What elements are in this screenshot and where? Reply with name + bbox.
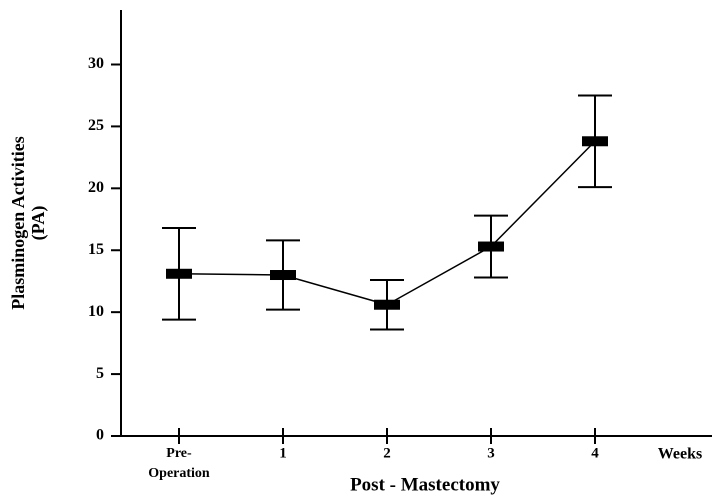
y-tick-label: 5 bbox=[96, 365, 104, 382]
x-tick-label: Pre-Operation bbox=[148, 446, 210, 481]
x-tick-label: 2 bbox=[383, 445, 391, 461]
y-tick-label: 15 bbox=[88, 241, 104, 258]
point-marker bbox=[166, 268, 192, 279]
y-axis-title: Plasminogen Activities(PA) bbox=[8, 136, 49, 310]
x-tick-label: 1 bbox=[279, 445, 287, 461]
y-tick-label: 30 bbox=[88, 55, 104, 72]
x-unit-label: Weeks bbox=[658, 446, 702, 463]
x-tick-label: 3 bbox=[487, 445, 495, 461]
point-marker bbox=[374, 299, 400, 310]
y-tick-label: 0 bbox=[96, 427, 104, 444]
point-marker bbox=[582, 136, 608, 147]
x-tick-label: 4 bbox=[591, 445, 599, 461]
point-marker bbox=[270, 270, 296, 281]
point-marker bbox=[478, 241, 504, 252]
y-tick-label: 25 bbox=[88, 117, 104, 134]
x-axis-title: Post - Mastectomy bbox=[350, 474, 500, 495]
y-tick-label: 20 bbox=[88, 179, 104, 196]
y-tick-label: 10 bbox=[88, 303, 104, 320]
